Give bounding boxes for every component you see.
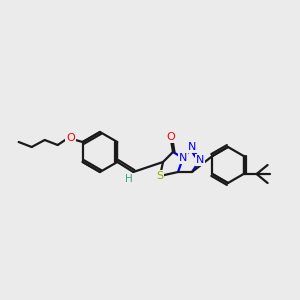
Text: O: O bbox=[66, 133, 75, 143]
Text: H: H bbox=[125, 174, 133, 184]
Text: S: S bbox=[156, 171, 164, 181]
Text: N: N bbox=[179, 153, 187, 163]
Text: H: H bbox=[124, 174, 132, 184]
Text: N: N bbox=[196, 155, 204, 165]
Text: O: O bbox=[167, 132, 176, 142]
Text: N: N bbox=[188, 142, 196, 152]
Text: O: O bbox=[66, 133, 75, 143]
